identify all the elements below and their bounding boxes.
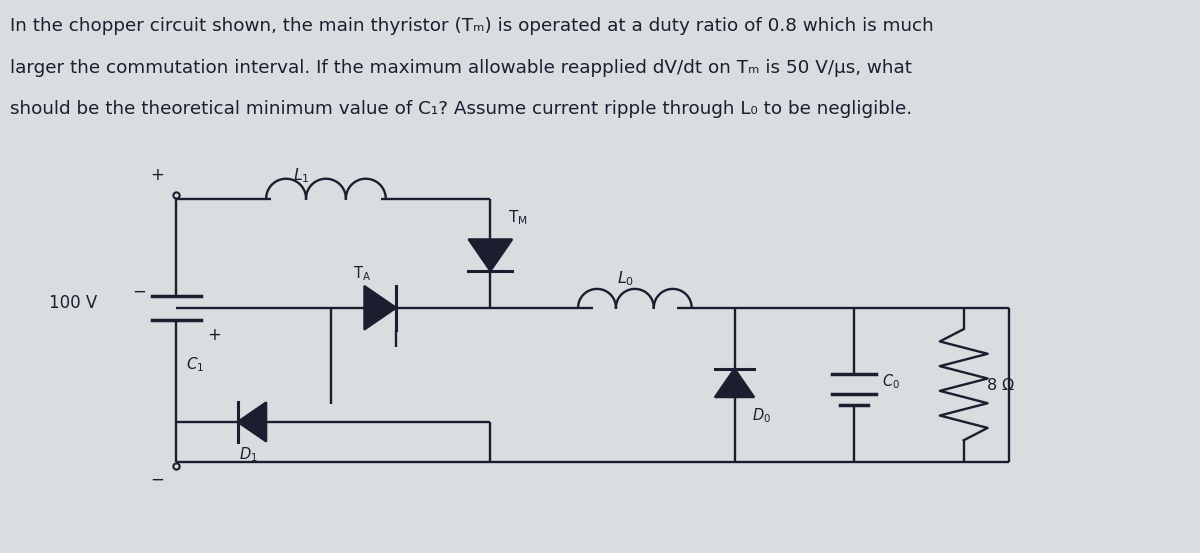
- Text: larger the commutation interval. If the maximum allowable reapplied dV/dt on Tₘ : larger the commutation interval. If the …: [10, 59, 912, 77]
- Text: $L_0$: $L_0$: [617, 269, 634, 288]
- Text: $C_0$: $C_0$: [882, 372, 900, 391]
- Text: 100 V: 100 V: [48, 294, 97, 312]
- Text: $+$: $+$: [150, 166, 164, 184]
- Polygon shape: [238, 402, 266, 441]
- Polygon shape: [715, 369, 755, 397]
- Polygon shape: [365, 286, 396, 330]
- Text: $C_1$: $C_1$: [186, 356, 205, 374]
- Text: T$_{\rm M}$: T$_{\rm M}$: [509, 208, 528, 227]
- Text: 8 $\Omega$: 8 $\Omega$: [985, 377, 1014, 393]
- Text: $D_0$: $D_0$: [752, 406, 772, 425]
- Text: should be the theoretical minimum value of C₁? Assume current ripple through L₀ : should be the theoretical minimum value …: [10, 100, 912, 118]
- Text: $L_1$: $L_1$: [293, 166, 310, 185]
- Text: T$_{\rm A}$: T$_{\rm A}$: [353, 264, 371, 283]
- Text: $-$: $-$: [132, 282, 145, 300]
- Text: $-$: $-$: [150, 469, 164, 488]
- Text: In the chopper circuit shown, the main thyristor (Tₘ) is operated at a duty rati: In the chopper circuit shown, the main t…: [10, 17, 934, 35]
- Text: $+$: $+$: [208, 326, 222, 343]
- Polygon shape: [468, 239, 512, 271]
- Text: $D_1$: $D_1$: [239, 446, 258, 465]
